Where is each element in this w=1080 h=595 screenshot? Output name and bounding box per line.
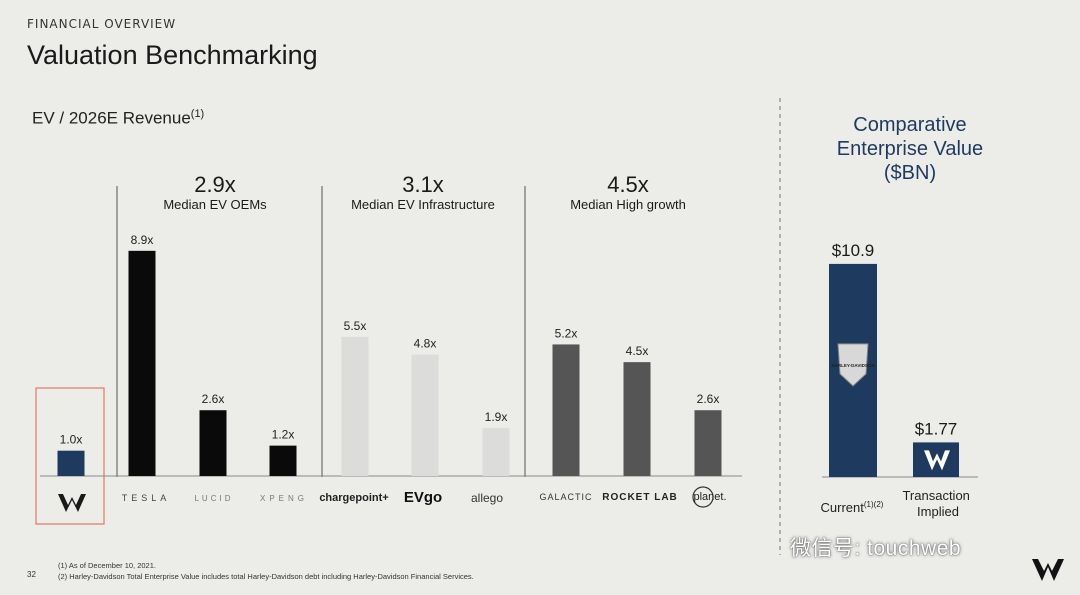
harley-davidson-logo-text: HARLEY-DAVIDSON — [831, 363, 874, 368]
data-label-livewire: 1.0x — [60, 433, 83, 447]
right-title-line-1: Comparative — [853, 114, 967, 136]
logo-rocketlab: ROCKET LAB — [602, 492, 678, 503]
right-bars: $10.9 $1.77 HARLEY-DAVIDSON — [829, 241, 959, 477]
data-label-rocketlab: 4.5x — [626, 344, 649, 358]
bar-tesla — [128, 250, 156, 476]
bar-xpeng — [269, 445, 297, 476]
median-growth-value: 4.5x — [607, 172, 649, 197]
data-label-chargepoint: 5.5x — [344, 319, 367, 333]
page-title: Valuation Benchmarking — [27, 40, 318, 70]
watermark: 微信号: touchweb — [790, 537, 962, 560]
median-infra-label: Median EV Infrastructure — [351, 197, 495, 212]
data-label-allego: 1.9x — [485, 410, 508, 424]
right-category-current: Current(1)(2) — [821, 500, 884, 515]
logo-chargepoint: chargepoint+ — [319, 492, 388, 504]
bar-planet — [694, 410, 722, 476]
logo-allego: allego — [471, 491, 503, 505]
bar-allego — [482, 427, 510, 476]
highlight-box — [35, 387, 105, 525]
median-growth-label: Median High growth — [570, 197, 686, 212]
current-footnote-marker: (1)(2) — [864, 500, 884, 509]
transaction-label-line-1: Transaction — [902, 488, 969, 503]
footnote-1: (1) As of December 10, 2021. — [58, 561, 156, 570]
bar-evgo — [411, 354, 439, 476]
bar-lucid — [199, 410, 227, 476]
data-label-ev-transaction-implied: $1.77 — [915, 419, 958, 438]
page-number: 32 — [27, 570, 36, 579]
bar-chargepoint — [341, 336, 369, 476]
logo-xpeng: XPENG — [260, 494, 308, 503]
bar-galactic — [552, 344, 580, 476]
current-label: Current — [821, 500, 865, 515]
left-bars: 1.0x 8.9x 2.6x 1.2x 5.5x 4.8x 1.9x 5.2x 4.5x 2.6x — [57, 233, 722, 476]
logo-lucid: LUCID — [194, 494, 233, 503]
livewire-bar-logo-icon — [924, 450, 950, 471]
planet-logo-text: planet. — [693, 491, 726, 503]
data-label-galactic: 5.2x — [555, 326, 578, 340]
eyebrow: FINANCIAL OVERVIEW — [27, 17, 177, 31]
footnote-2: (2) Harley-Davidson Total Enterprise Val… — [58, 572, 474, 581]
logo-tesla: TESLA — [122, 493, 171, 503]
right-title-line-3: ($BN) — [883, 162, 937, 184]
median-oem-value: 2.9x — [194, 172, 236, 197]
harley-davidson-logo-icon: HARLEY-DAVIDSON — [831, 343, 875, 387]
logo-galactic: GALACTIC — [539, 492, 592, 502]
subtitle-footnote-marker: (1) — [190, 108, 205, 120]
data-label-ev-current: $10.9 — [832, 241, 875, 260]
right-chart-title: Comparative Enterprise Value ($BN) — [820, 113, 1000, 185]
chart-subtitle: EV / 2026E Revenue(1) — [32, 108, 204, 129]
bar-livewire — [57, 450, 85, 476]
logo-livewire — [58, 494, 86, 512]
corner-logo-icon — [1032, 559, 1064, 581]
right-title-line-2: Enterprise Value — [836, 138, 984, 160]
median-oem-label: Median EV OEMs — [163, 197, 267, 212]
data-label-lucid: 2.6x — [202, 392, 225, 406]
logo-evgo: EVgo — [404, 489, 442, 506]
planet-logo-icon — [692, 486, 714, 508]
data-label-evgo: 4.8x — [414, 337, 437, 351]
transaction-label-line-2: Implied — [917, 504, 959, 519]
data-label-xpeng: 1.2x — [272, 428, 295, 442]
median-infra-value: 3.1x — [402, 172, 444, 197]
data-label-planet: 2.6x — [697, 392, 720, 406]
subtitle-text: EV / 2026E Revenue — [32, 108, 191, 128]
logo-planet: planet. — [692, 486, 727, 508]
bar-rocketlab — [623, 362, 651, 476]
data-label-tesla: 8.9x — [131, 233, 154, 247]
right-category-transaction: Transaction Implied — [902, 488, 973, 519]
livewire-logo-icon — [58, 494, 86, 512]
corner-logo — [1032, 559, 1064, 581]
